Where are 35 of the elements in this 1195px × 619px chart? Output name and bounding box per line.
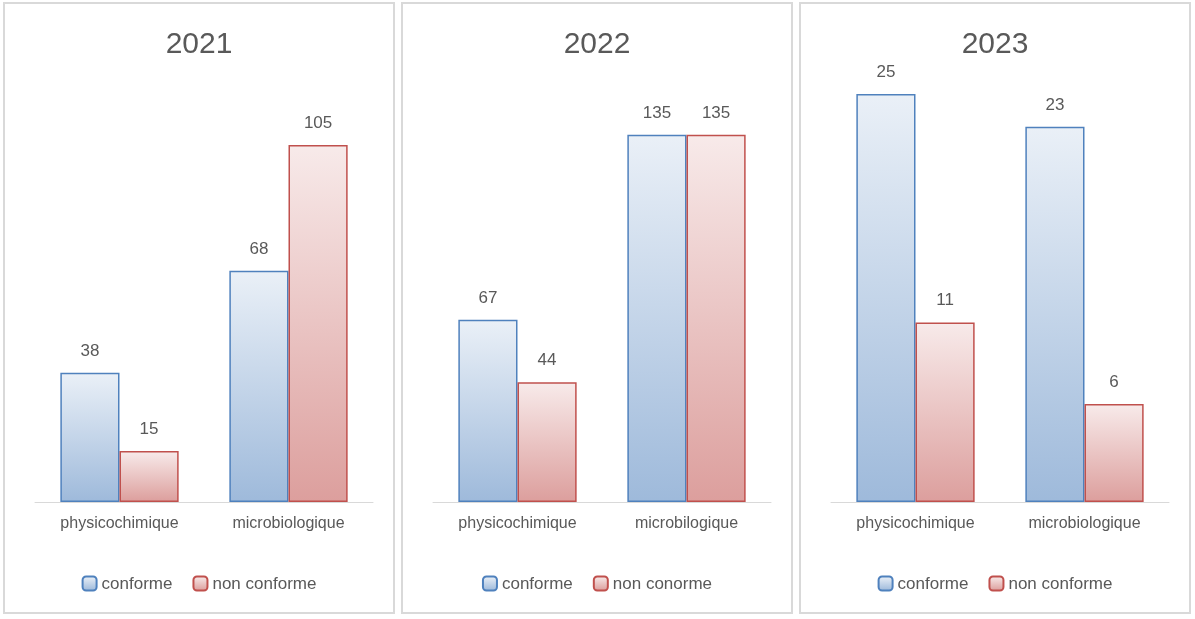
x-tick-label: microbiologique [1028, 513, 1141, 531]
legend-label: conforme [897, 574, 969, 593]
data-label: 135 [642, 102, 672, 122]
legend-label: conforme [501, 574, 573, 593]
chart-title: 2023 [961, 25, 1029, 59]
bar [60, 372, 120, 502]
data-label: 38 [80, 340, 100, 360]
data-label: 105 [303, 113, 333, 132]
bar [915, 322, 975, 502]
chart-title: 2021 [165, 25, 233, 59]
bar [119, 451, 179, 502]
data-label: 67 [478, 287, 498, 307]
data-label: 135 [701, 102, 731, 122]
x-tick-label: microbiologique [232, 513, 345, 531]
bar [856, 94, 916, 502]
bar [288, 145, 348, 502]
x-tick-label: physicochimique [856, 513, 975, 531]
bar [229, 270, 289, 502]
data-label: 6 [1109, 372, 1119, 392]
chart-title: 2022 [563, 25, 631, 59]
data-label: 23 [1045, 94, 1065, 114]
data-label: 15 [139, 419, 159, 438]
bar [1025, 126, 1085, 502]
data-label: 44 [537, 350, 557, 370]
legend-label: non conforme [1008, 574, 1113, 593]
bar [1084, 404, 1144, 502]
data-label: 25 [876, 62, 896, 81]
x-tick-label: physicochimique [60, 513, 179, 531]
data-label: 11 [936, 290, 954, 310]
legend-label: non conforme [212, 574, 317, 593]
data-label: 68 [249, 238, 269, 258]
x-tick-label: physicochimique [458, 513, 577, 531]
legend-label: conforme [101, 574, 173, 593]
legend-label: non conorme [612, 574, 713, 593]
x-tick-label: microbilogique [634, 513, 739, 531]
